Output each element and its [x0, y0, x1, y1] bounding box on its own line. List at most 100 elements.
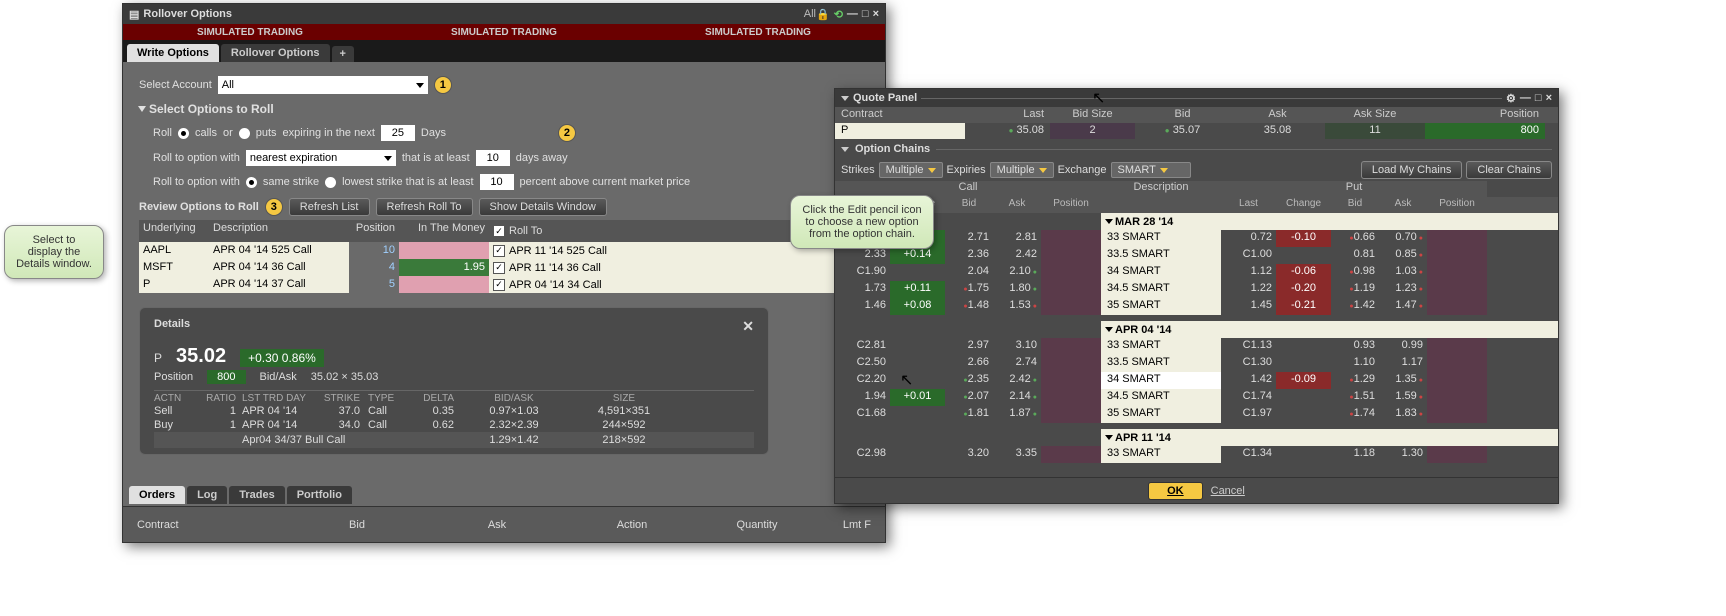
select-account-label: Select Account [139, 79, 212, 91]
tab-portfolio[interactable]: Portfolio [287, 486, 352, 504]
table-row[interactable]: MSFTAPR 04 '14 36 Call41.95✓APR 11 '14 3… [139, 259, 869, 276]
show-details-button[interactable]: Show Details Window [479, 198, 607, 216]
radio-same-strike[interactable] [246, 177, 257, 188]
details-row: Sell1APR 04 '1437.0Call0.350.97×1.034,59… [154, 404, 754, 418]
chevron-down-icon [1160, 168, 1168, 173]
chain-row[interactable]: 1.73+0.11●1.751.80●34.5 SMART1.22-0.20●1… [835, 281, 1558, 298]
expiration-header[interactable]: MAR 28 '14 [835, 213, 1558, 230]
app-icon: ▤ [129, 8, 139, 21]
chevron-down-icon [384, 156, 392, 161]
option-chains-title: Option Chains [855, 143, 930, 155]
details-summary-row: Apr04 34/37 Bull Call 1.29×1.42 218×592 [154, 432, 754, 448]
expiration-header[interactable]: APR 11 '14 [835, 429, 1558, 446]
section-expand-icon[interactable] [138, 106, 146, 112]
collapse-icon[interactable] [841, 147, 849, 152]
chain-row[interactable]: C1.68●1.811.87●35 SMARTC1.97●1.741.83● [835, 406, 1558, 423]
collapse-icon[interactable] [841, 96, 849, 101]
callout-pencil: Click the Edit pencil icon to choose a n… [790, 195, 934, 249]
rollto-checkbox[interactable]: ✓ [493, 245, 505, 257]
step-badge-1: 1 [434, 76, 452, 94]
chain-row[interactable]: C2.983.203.3533 SMARTC1.341.181.30 [835, 446, 1558, 463]
expiries-dropdown[interactable]: Multiple [990, 162, 1054, 178]
refresh-list-button[interactable]: Refresh List [289, 198, 370, 216]
col-description: Description [209, 220, 349, 242]
tab-add[interactable]: + [332, 46, 354, 62]
col-underlying: Underlying [139, 220, 209, 242]
exchange-dropdown[interactable]: SMART [1111, 162, 1191, 178]
tab-trades[interactable]: Trades [229, 486, 284, 504]
col-position: Position [349, 220, 399, 242]
minimize-icon[interactable]: — [847, 8, 858, 20]
details-bidask-value: 35.02 × 35.03 [311, 371, 379, 383]
expiration-header[interactable]: APR 04 '14 [835, 321, 1558, 338]
chevron-down-icon [1039, 168, 1047, 173]
window-title: Rollover Options [143, 8, 232, 20]
tab-rollover-options[interactable]: Rollover Options [221, 44, 330, 62]
details-close-icon[interactable]: ✕ [742, 318, 754, 335]
percent-input[interactable]: 10 [480, 174, 514, 190]
days-away-input[interactable]: 10 [476, 150, 510, 166]
chain-row[interactable]: 2.33+0.142.362.4233.5 SMARTC1.000.810.85… [835, 247, 1558, 264]
top-tabs: Write Options Rollover Options + [123, 40, 885, 62]
gear-icon[interactable]: ⚙ [1506, 92, 1516, 105]
details-bidask-label: Bid/Ask [260, 371, 297, 383]
ok-button[interactable]: OK [1148, 482, 1203, 500]
chain-row[interactable]: 2.60+0.082.712.8133 SMART0.72-0.10●0.660… [835, 230, 1558, 247]
tab-write-options[interactable]: Write Options [127, 44, 219, 62]
radio-calls[interactable] [178, 128, 189, 139]
chain-row[interactable]: C2.812.973.1033 SMARTC1.130.930.99 [835, 338, 1558, 355]
radio-lowest-strike[interactable] [325, 177, 336, 188]
cancel-button[interactable]: Cancel [1211, 485, 1245, 497]
simulated-trading-banner: SIMULATED TRADING SIMULATED TRADING SIMU… [123, 24, 885, 40]
maximize-icon[interactable]: □ [862, 8, 869, 20]
bottom-tabs: Orders Log Trades Portfolio [123, 486, 352, 504]
load-chains-button[interactable]: Load My Chains [1361, 161, 1463, 179]
expiring-days-input[interactable]: 25 [381, 125, 415, 141]
quote-panel-titlebar[interactable]: Quote Panel ⚙ — □ × [835, 89, 1558, 107]
quote-row[interactable]: P ● 35.08 2 ● 35.07 35.08 11 800 [835, 123, 1558, 139]
details-position-label: Position [154, 371, 193, 383]
radio-puts[interactable] [239, 128, 250, 139]
table-row[interactable]: AAPLAPR 04 '14 525 Call10✓APR 11 '14 525… [139, 242, 869, 259]
rollto-header-checkbox[interactable]: ✓ [493, 225, 505, 237]
strikes-dropdown[interactable]: Multiple [879, 162, 943, 178]
chain-row[interactable]: C2.502.662.7433.5 SMARTC1.301.101.17 [835, 355, 1558, 372]
table-row[interactable]: PAPR 04 '14 37 Call5✓APR 04 '14 34 Call✎ [139, 276, 869, 293]
options-table: Underlying Description Position In The M… [139, 220, 869, 293]
close-icon[interactable]: × [1546, 92, 1552, 105]
link-icon[interactable]: ⟲ [834, 8, 843, 21]
clear-chains-button[interactable]: Clear Chains [1466, 161, 1552, 179]
details-row: Buy1APR 04 '1434.0Call0.622.32×2.39244×5… [154, 418, 754, 432]
rollto-checkbox[interactable]: ✓ [493, 279, 505, 291]
chain-row[interactable]: 1.94+0.01●2.072.14●34.5 SMARTC1.74●1.511… [835, 389, 1558, 406]
maximize-icon[interactable]: □ [1535, 92, 1542, 105]
details-symbol: P [154, 351, 162, 365]
quote-panel-title: Quote Panel [853, 92, 917, 104]
chevron-down-icon [928, 168, 936, 173]
rollto-checkbox[interactable]: ✓ [493, 262, 505, 274]
scope-all: All [804, 8, 816, 20]
orders-header: Contract Bid Ask Action Quantity Lmt F [123, 506, 885, 542]
chain-row[interactable]: C2.20●2.352.42●34 SMART1.42-0.09●1.291.3… [835, 372, 1558, 389]
lock-icon[interactable]: 🔒 [816, 8, 830, 21]
expiration-dropdown[interactable]: nearest expiration [246, 150, 396, 166]
chain-row[interactable]: C1.902.042.10●34 SMART1.12-0.06●0.981.03… [835, 264, 1558, 281]
tab-log[interactable]: Log [187, 486, 227, 504]
minimize-icon[interactable]: — [1520, 92, 1531, 105]
chevron-down-icon [416, 83, 424, 88]
select-account-dropdown[interactable]: All [218, 76, 428, 94]
chain-row[interactable]: 1.46+0.08●1.481.53●35 SMART1.45-0.21●1.4… [835, 298, 1558, 315]
review-label: Review Options to Roll [139, 201, 259, 213]
details-title: Details [154, 318, 190, 335]
refresh-rollto-button[interactable]: Refresh Roll To [376, 198, 473, 216]
details-change: +0.30 0.86% [240, 349, 324, 367]
titlebar[interactable]: ▤ Rollover Options All 🔒 ⟲ — □ × [123, 4, 885, 24]
details-last: 35.02 [176, 345, 226, 368]
col-itm: In The Money [399, 220, 489, 242]
quote-panel-window: Quote Panel ⚙—□× Contract Last Bid Size … [834, 88, 1559, 504]
close-icon[interactable]: × [873, 8, 879, 20]
details-position-value: 800 [207, 370, 245, 384]
rollover-options-window: ▤ Rollover Options All 🔒 ⟲ — □ × SIMULATE… [122, 3, 886, 543]
col-rollto: Roll To [509, 225, 542, 237]
tab-orders[interactable]: Orders [129, 486, 185, 504]
